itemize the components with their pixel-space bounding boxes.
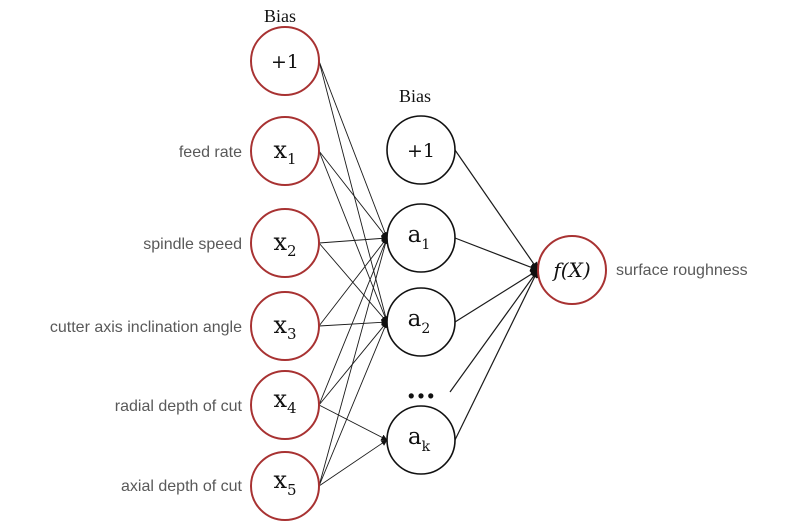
input-node-x4-symbol: x4 bbox=[273, 385, 296, 417]
edge-bias-to-output bbox=[454, 149, 539, 271]
hidden-node-a1: a1 bbox=[386, 203, 456, 273]
feature-label-feed-rate: feed rate bbox=[179, 144, 242, 161]
feature-label-axial-depth-of-cut: axial depth of cut bbox=[121, 478, 243, 495]
output-node: f(X) bbox=[537, 235, 607, 305]
hidden-node-a2-symbol: a2 bbox=[408, 306, 431, 337]
edge-ak-to-output bbox=[454, 269, 539, 441]
feature-label-spindle-speed: spindle speed bbox=[143, 236, 242, 253]
edge-x4-to-ak bbox=[318, 404, 388, 441]
edge-x5-to-ak bbox=[318, 439, 388, 487]
edge-x3-to-a1 bbox=[318, 237, 388, 327]
input-bias-label: Bias bbox=[264, 6, 296, 26]
hidden-bias-node: +1 bbox=[386, 115, 456, 185]
output-node-symbol: f(X) bbox=[551, 258, 590, 282]
hidden-node-a2: a2 bbox=[386, 287, 456, 357]
input-node-x5: x5 bbox=[250, 451, 320, 521]
feature-label-cutter-axis-inclination-angle: cutter axis inclination angle bbox=[50, 319, 242, 336]
input-bias-node: +1 bbox=[250, 26, 320, 96]
edge-x1-to-a2 bbox=[318, 150, 388, 323]
input-node-x1: x1 bbox=[250, 116, 320, 186]
input-node-x1-symbol: x1 bbox=[273, 136, 296, 168]
input-node-x3-symbol: x3 bbox=[273, 311, 296, 343]
hidden-layer: Bias +1 a1 a2 ... ak bbox=[386, 86, 456, 475]
edge-x5-to-a2 bbox=[318, 321, 388, 487]
edge-a2-to-output bbox=[454, 269, 539, 323]
output-label-surface-roughness: surface roughness bbox=[616, 262, 748, 279]
hidden-node-ak-symbol: ak bbox=[408, 424, 431, 455]
edge-x2-to-a1 bbox=[318, 235, 388, 244]
edge-ellipsis-to-output bbox=[449, 269, 539, 393]
edge-bias-to-a1 bbox=[318, 60, 388, 239]
edge-a1-to-output bbox=[454, 237, 539, 272]
output-layer: f(X) surface roughness bbox=[537, 235, 748, 305]
edge-x1-to-a1 bbox=[318, 150, 388, 239]
input-node-x2: x2 bbox=[250, 208, 320, 278]
hidden-bias-value: +1 bbox=[407, 140, 435, 162]
hidden-node-ak: ak bbox=[386, 405, 456, 475]
hidden-node-a1-symbol: a1 bbox=[408, 222, 431, 253]
feature-label-radial-depth-of-cut: radial depth of cut bbox=[115, 398, 243, 415]
hidden-ellipsis: ... bbox=[406, 372, 435, 405]
input-layer: Bias +1 x1 feed rate x2 spindle speed x3… bbox=[50, 6, 320, 521]
input-node-x2-symbol: x2 bbox=[273, 228, 296, 260]
input-node-x4: x4 bbox=[250, 370, 320, 440]
edge-x5-to-a1 bbox=[318, 237, 389, 487]
edge-x4-to-a1 bbox=[318, 237, 388, 406]
hidden-bias-label: Bias bbox=[399, 86, 431, 106]
connection-edges bbox=[318, 60, 539, 487]
input-node-x5-symbol: x5 bbox=[273, 466, 296, 499]
input-node-x3: x3 bbox=[250, 291, 320, 361]
edge-x3-to-a2 bbox=[318, 319, 388, 327]
input-bias-value: +1 bbox=[271, 51, 299, 73]
